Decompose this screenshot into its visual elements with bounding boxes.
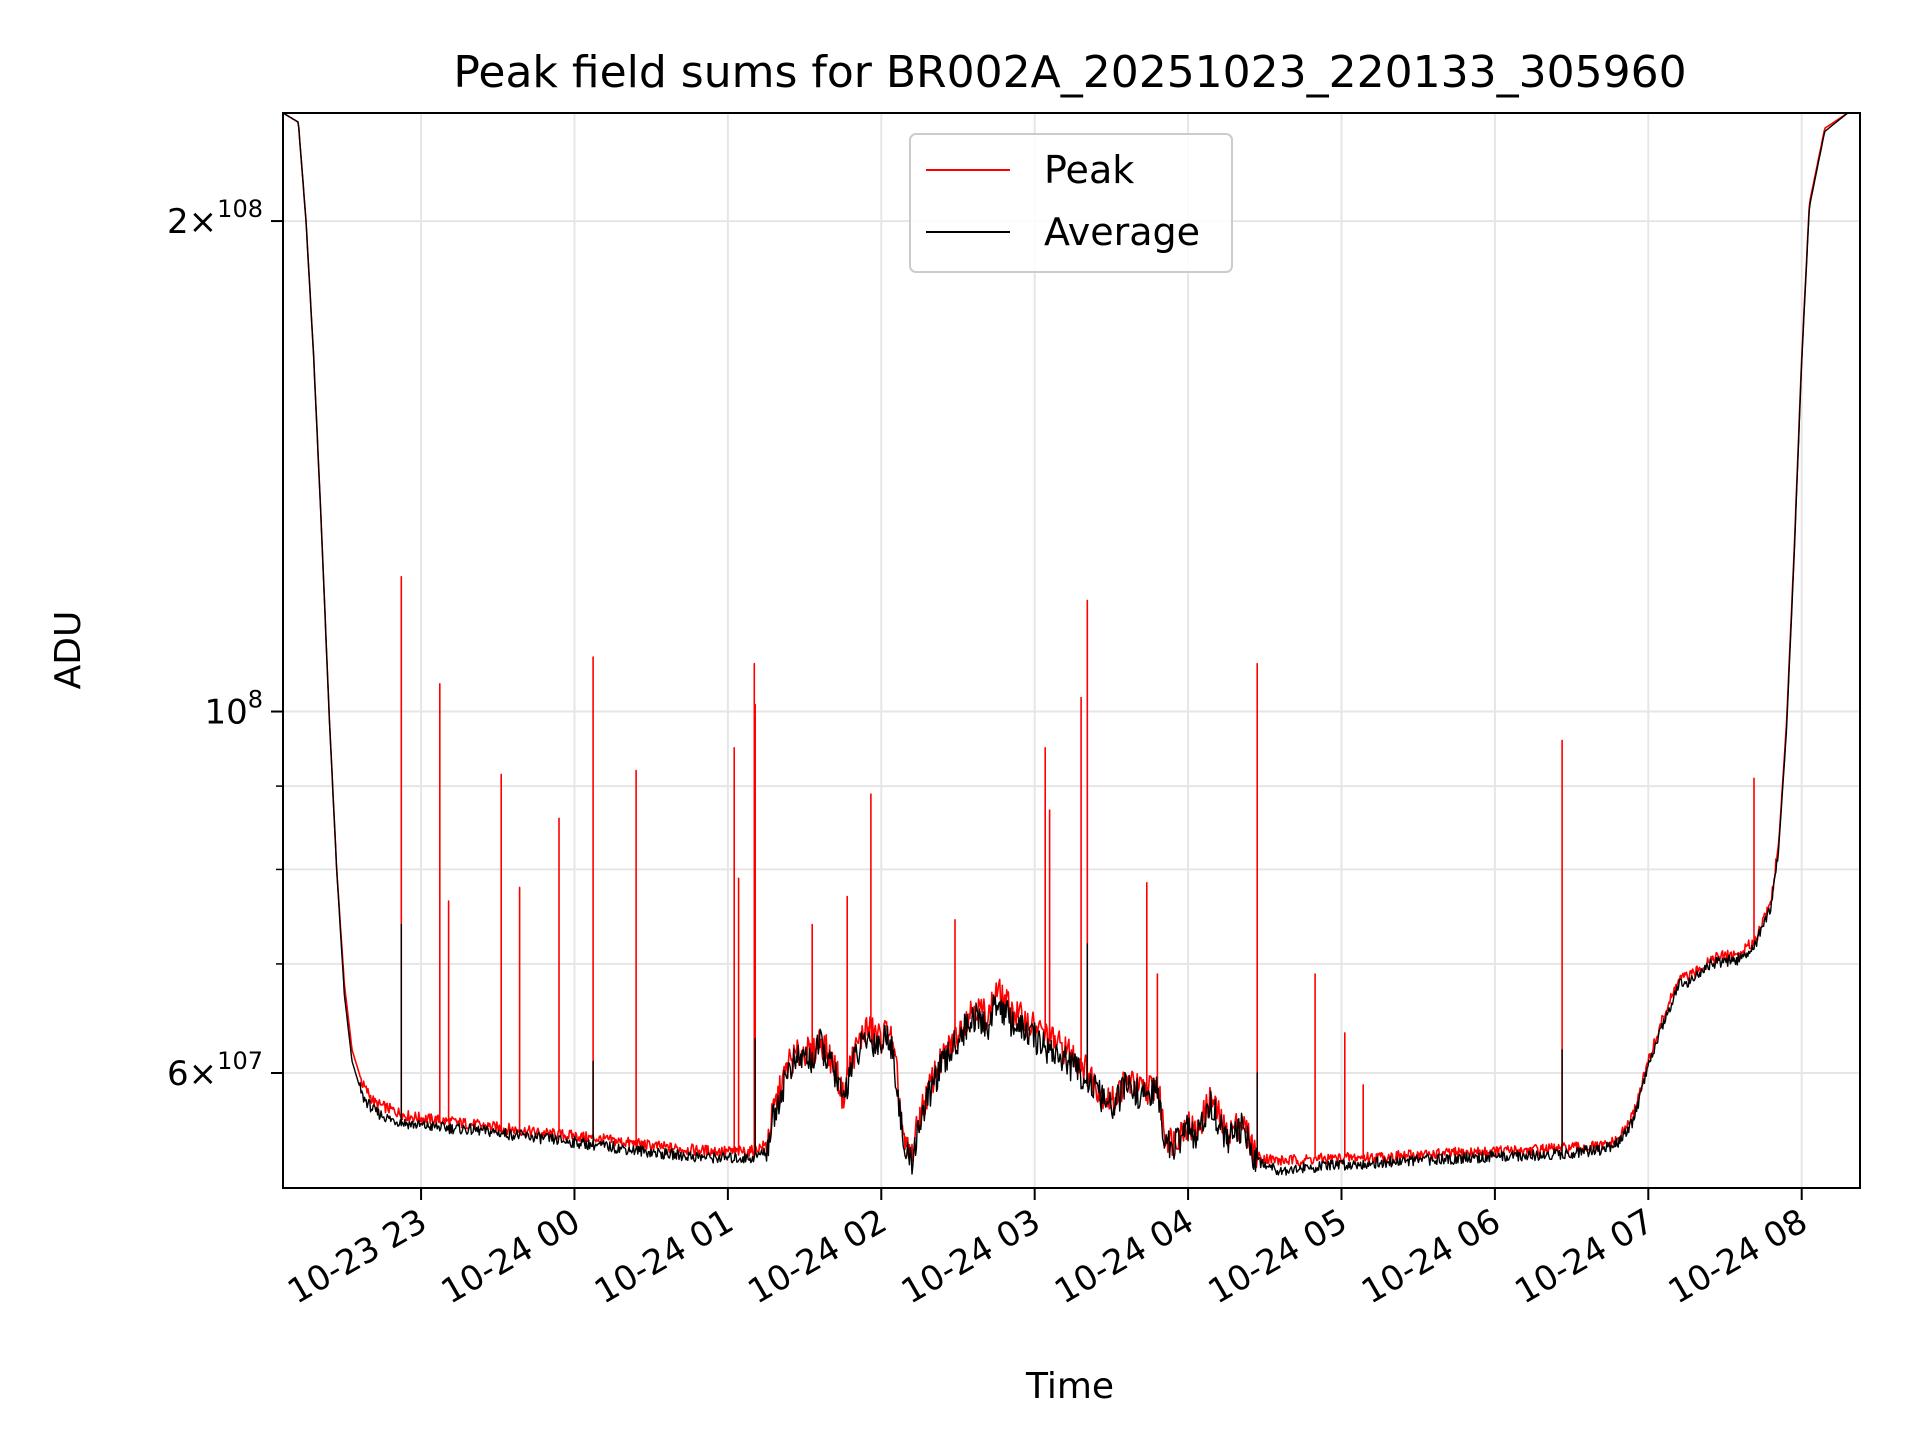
y-axis: 2×108 108 6×107 — [167, 195, 283, 1094]
plot-frame — [282, 112, 1861, 1189]
y-tick-label: 2×108 — [167, 195, 263, 242]
y-tick-label: 108 — [204, 686, 263, 733]
legend-peak-label: Peak — [1044, 148, 1134, 192]
series-line-average — [282, 112, 1860, 1176]
y-tick-label: 6×107 — [167, 1047, 263, 1094]
x-axis-label: Time — [1025, 1366, 1114, 1407]
chart-title: Peak field sums for BR002A_20251023_2201… — [453, 47, 1686, 98]
series-layer — [282, 112, 1860, 1176]
legend-box — [909, 133, 1233, 273]
y-axis-label: ADU — [48, 611, 89, 690]
legend-average-label: Average — [1044, 210, 1200, 254]
legend: Peak Average — [909, 133, 1233, 273]
